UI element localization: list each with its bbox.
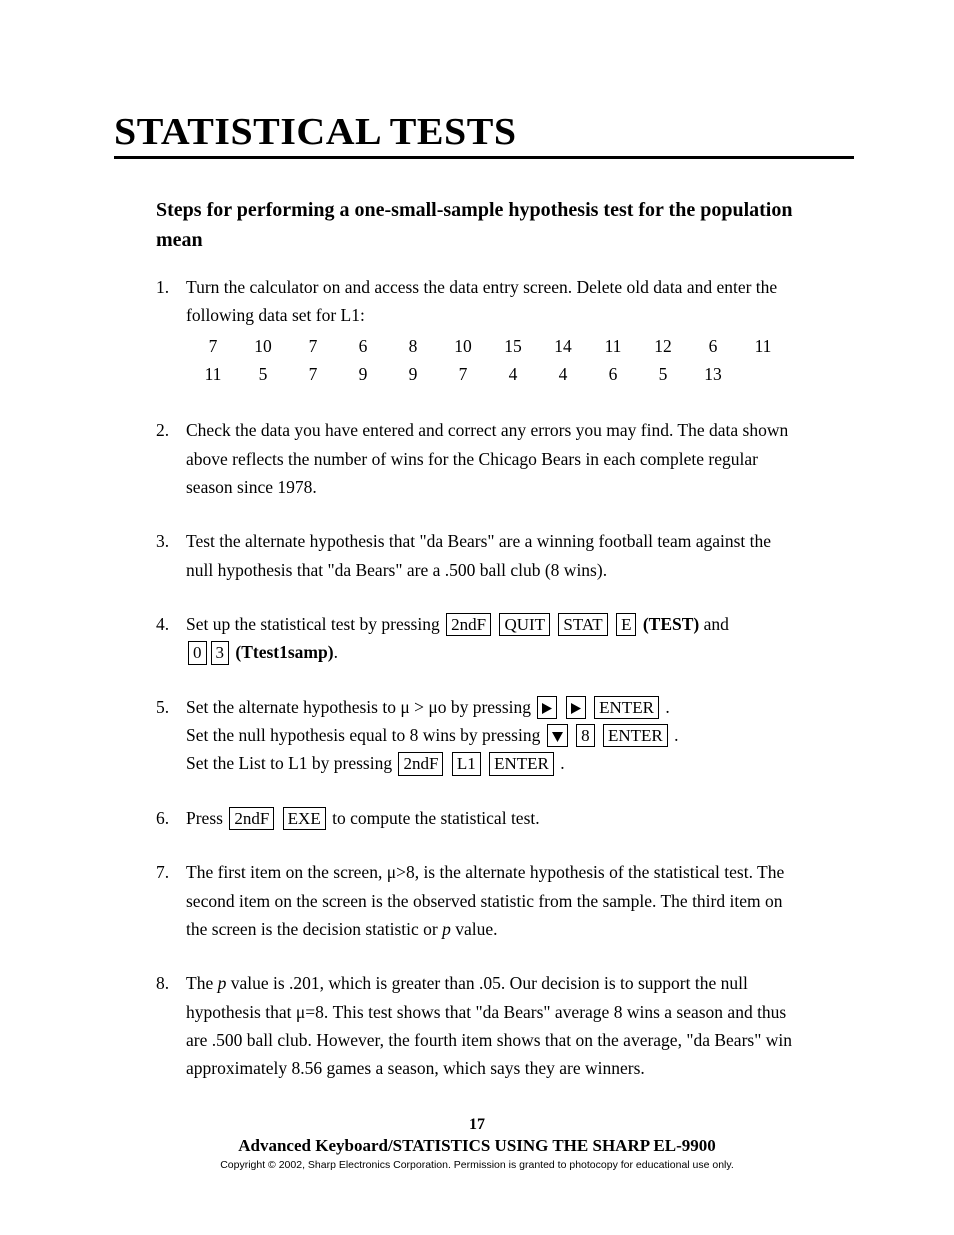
data-cell: 7 <box>188 332 238 360</box>
data-cell: 11 <box>738 332 788 360</box>
step-4-and: and <box>699 614 729 634</box>
step-num: 1. <box>156 273 186 388</box>
label-ttest: (Ttest1samp) <box>235 642 333 662</box>
chapter-title: STATISTICAL TESTS <box>114 110 891 154</box>
key-e: E <box>616 613 636 636</box>
key-down-arrow <box>547 724 568 747</box>
key-l1: L1 <box>452 752 481 775</box>
data-cell: 8 <box>388 332 438 360</box>
step-body: Test the alternate hypothesis that "da B… <box>186 527 796 584</box>
data-cell: 14 <box>538 332 588 360</box>
step-body: Press 2ndF EXE to compute the statistica… <box>186 804 796 832</box>
step-4: 4. Set up the statistical test by pressi… <box>156 610 796 667</box>
key-enter: ENTER <box>594 696 659 719</box>
step-6-post: to compute the statistical test. <box>328 808 540 828</box>
steps-list: 1. Turn the calculator on and access the… <box>156 273 796 1083</box>
key-right-arrow <box>566 696 586 719</box>
step-6-pre: Press <box>186 808 227 828</box>
step-8a: The <box>186 973 218 993</box>
step-8: 8. The p value is .201, which is greater… <box>156 969 796 1082</box>
footer-title: Advanced Keyboard/STATISTICS USING THE S… <box>0 1136 954 1156</box>
step-5: 5. Set the alternate hypothesis to μ > μ… <box>156 693 796 778</box>
step-num: 4. <box>156 610 186 667</box>
data-cell: 4 <box>488 360 538 388</box>
step-body: The first item on the screen, μ>8, is th… <box>186 858 796 943</box>
step-1-text: Turn the calculator on and access the da… <box>186 277 777 325</box>
data-row-1: 7 10 7 6 8 10 15 14 11 12 6 11 <box>188 332 796 360</box>
data-cell: 7 <box>288 332 338 360</box>
data-cell: 6 <box>588 360 638 388</box>
data-cell: 6 <box>688 332 738 360</box>
data-cell: 13 <box>688 360 738 388</box>
step-7: 7. The first item on the screen, μ>8, is… <box>156 858 796 943</box>
key-enter: ENTER <box>489 752 554 775</box>
step-2: 2. Check the data you have entered and c… <box>156 416 796 501</box>
copyright-line: Copyright © 2002, Sharp Electronics Corp… <box>0 1159 954 1171</box>
step-7b: value. <box>451 919 498 939</box>
data-row-2: 11 5 7 9 9 7 4 4 6 5 13 <box>188 360 796 388</box>
step-6: 6. Press 2ndF EXE to compute the statist… <box>156 804 796 832</box>
data-cell: 11 <box>588 332 638 360</box>
step-3: 3. Test the alternate hypothesis that "d… <box>156 527 796 584</box>
step-num: 8. <box>156 969 186 1082</box>
data-cell <box>738 360 788 388</box>
key-enter: ENTER <box>603 724 668 747</box>
step-5b: Set the null hypothesis equal to 8 wins … <box>186 725 545 745</box>
title-rule <box>114 156 854 159</box>
step-5c: Set the List to L1 by pressing <box>186 753 396 773</box>
step-body: The p value is .201, which is greater th… <box>186 969 796 1082</box>
section-title: Steps for performing a one-small-sample … <box>156 195 796 255</box>
step-num: 2. <box>156 416 186 501</box>
data-cell: 9 <box>338 360 388 388</box>
key-stat: STAT <box>558 613 607 636</box>
data-cell: 5 <box>638 360 688 388</box>
step-body: Turn the calculator on and access the da… <box>186 273 796 388</box>
step-num: 7. <box>156 858 186 943</box>
p-italic: p <box>442 919 451 939</box>
right-arrow-icon <box>571 703 581 714</box>
key-2ndf: 2ndF <box>446 613 491 636</box>
step-num: 5. <box>156 693 186 778</box>
step-5a: Set the alternate hypothesis to μ > μo b… <box>186 697 535 717</box>
data-cell: 12 <box>638 332 688 360</box>
data-cell: 6 <box>338 332 388 360</box>
key-right-arrow <box>537 696 557 719</box>
page-footer: 17 Advanced Keyboard/STATISTICS USING TH… <box>0 1116 954 1171</box>
key-0: 0 <box>188 641 207 664</box>
page-number: 17 <box>0 1116 954 1134</box>
step-body: Set the alternate hypothesis to μ > μo b… <box>186 693 796 778</box>
data-cell: 9 <box>388 360 438 388</box>
step-body: Set up the statistical test by pressing … <box>186 610 796 667</box>
key-quit: QUIT <box>499 613 550 636</box>
data-cell: 4 <box>538 360 588 388</box>
key-exe: EXE <box>283 807 326 830</box>
step-4-pre: Set up the statistical test by pressing <box>186 614 444 634</box>
key-3: 3 <box>211 641 230 664</box>
data-cell: 10 <box>238 332 288 360</box>
right-arrow-icon <box>542 703 552 714</box>
data-cell: 11 <box>188 360 238 388</box>
step-8b: value is .201, which is greater than .05… <box>186 973 792 1078</box>
data-cell: 10 <box>438 332 488 360</box>
data-cell: 5 <box>238 360 288 388</box>
step-body: Check the data you have entered and corr… <box>186 416 796 501</box>
key-2ndf: 2ndF <box>398 752 443 775</box>
data-cell: 7 <box>288 360 338 388</box>
label-test: (TEST) <box>643 614 699 634</box>
data-grid: 7 10 7 6 8 10 15 14 11 12 6 11 11 5 7 <box>188 332 796 389</box>
data-cell: 7 <box>438 360 488 388</box>
key-8: 8 <box>576 724 595 747</box>
step-num: 6. <box>156 804 186 832</box>
key-2ndf: 2ndF <box>229 807 274 830</box>
step-1: 1. Turn the calculator on and access the… <box>156 273 796 388</box>
step-num: 3. <box>156 527 186 584</box>
data-cell: 15 <box>488 332 538 360</box>
down-arrow-icon <box>552 732 563 742</box>
